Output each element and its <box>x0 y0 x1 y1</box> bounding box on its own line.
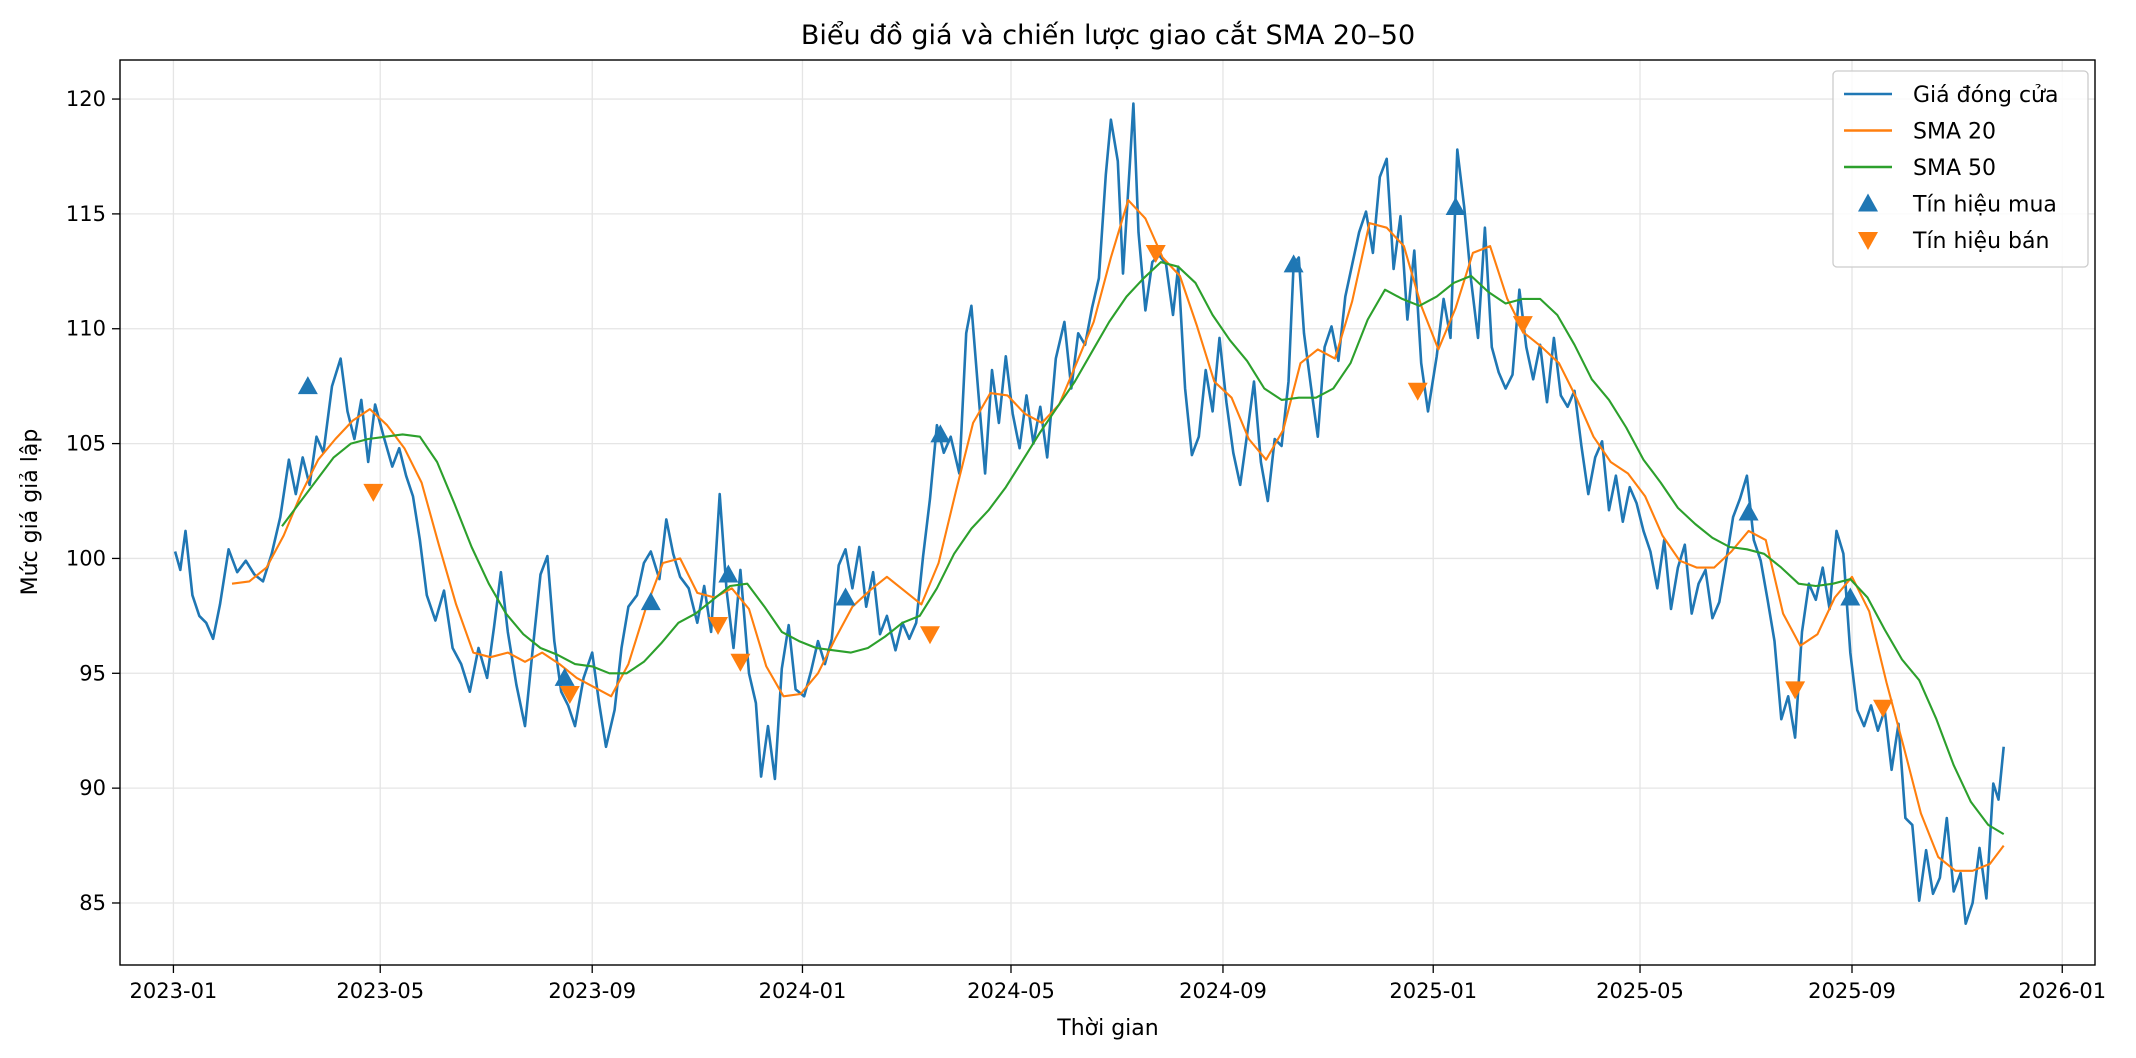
sell-signal-marker <box>1145 244 1166 263</box>
sell-signal-marker <box>1873 699 1894 718</box>
legend-label: Tín hiệu bán <box>1912 229 2049 254</box>
plot-frame <box>119 59 2096 966</box>
buy-signal-marker <box>640 592 661 611</box>
sell-signal-marker <box>1407 382 1428 401</box>
buy-signal-marker <box>835 587 856 606</box>
buy-signal-marker <box>1283 254 1304 273</box>
y-axis-label: Mức giá giả lập <box>18 429 43 596</box>
buy-signal-marker <box>1445 197 1466 216</box>
buy-signal-marker <box>554 667 575 686</box>
legend-label: Giá đóng cửa <box>1913 83 2058 108</box>
y-axis: 85 90 95 100 105 110 115 120 <box>66 87 120 915</box>
sell-signal-marker <box>363 483 384 502</box>
x-tick-label: 2024-09 <box>1179 979 1267 1003</box>
x-tick-label: 2025-01 <box>1389 979 1477 1003</box>
x-axis-label: Thời gian <box>1056 1016 1158 1041</box>
y-tick-label: 120 <box>66 87 106 111</box>
buy-signal-marker <box>1738 502 1759 521</box>
y-tick-label: 95 <box>79 661 106 685</box>
x-tick-label: 2023-01 <box>130 979 218 1003</box>
x-tick-label: 2024-05 <box>967 979 1055 1003</box>
legend-label: SMA 20 <box>1913 120 1996 145</box>
grid <box>120 60 2095 965</box>
x-tick-label: 2026-01 <box>2018 979 2106 1003</box>
legend-label: Tín hiệu mua <box>1912 193 2057 218</box>
x-tick-label: 2023-09 <box>548 979 636 1003</box>
sell-signal-marker <box>730 653 751 672</box>
buy-signal-marker <box>1840 587 1861 606</box>
y-tick-label: 115 <box>66 202 106 226</box>
legend: Giá đóng cửa SMA 20 SMA 50 Tín hiệu mua Tín … <box>1832 70 2089 268</box>
x-tick-label: 2025-09 <box>1808 979 1896 1003</box>
buy-signal-marker <box>297 376 318 395</box>
chart-title: Biểu đồ giá và chiến lược giao cắt SMA 2… <box>801 20 1415 51</box>
legend-buy-swatch <box>1858 193 1878 212</box>
sell-signal-marker <box>919 626 940 645</box>
buy-signal-marker <box>718 564 739 583</box>
y-tick-label: 85 <box>79 891 106 915</box>
y-tick-label: 100 <box>66 546 106 570</box>
sma50-line <box>281 261 2005 836</box>
x-tick-label: 2025-05 <box>1596 979 1684 1003</box>
legend-box <box>1832 70 2089 268</box>
plot-area <box>173 102 2005 925</box>
y-tick-label: 90 <box>79 776 106 800</box>
sma20-line <box>231 199 2005 872</box>
y-tick-label: 105 <box>66 432 106 456</box>
legend-label: SMA 50 <box>1913 156 1996 181</box>
sell-signal-marker <box>708 617 729 636</box>
x-tick-label: 2024-01 <box>759 979 847 1003</box>
sell-signal-marker <box>1785 681 1806 700</box>
legend-sell-swatch <box>1858 232 1878 250</box>
price-line <box>173 102 2005 925</box>
sell-signal-marker <box>559 685 580 704</box>
buy-signal-marker <box>930 424 951 443</box>
y-tick-label: 110 <box>66 317 106 341</box>
x-axis: 2023-01 2023-05 2023-09 2024-01 2024-05 2024-… <box>130 965 2106 1003</box>
sell-signal-marker <box>1512 316 1533 335</box>
x-tick-label: 2023-05 <box>336 979 424 1003</box>
